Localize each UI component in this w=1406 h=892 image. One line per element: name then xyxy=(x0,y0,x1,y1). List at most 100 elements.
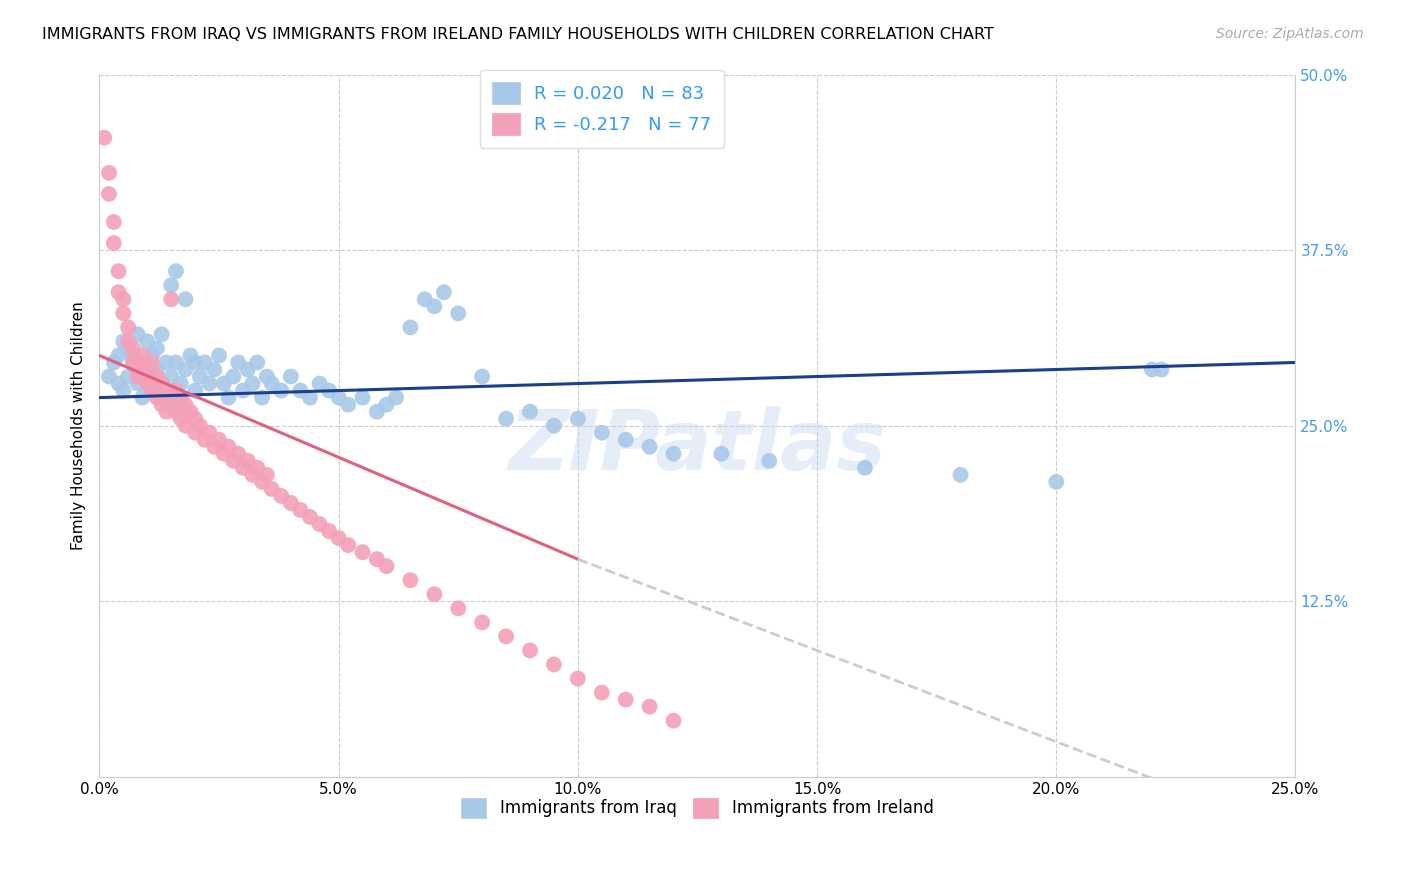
Point xyxy=(136,369,159,384)
Point xyxy=(710,447,733,461)
Point xyxy=(212,447,235,461)
Point xyxy=(399,573,422,587)
Point xyxy=(236,454,259,468)
Point xyxy=(385,391,408,405)
Point xyxy=(543,418,565,433)
Point xyxy=(188,369,211,384)
Point xyxy=(127,362,149,376)
Point xyxy=(194,433,217,447)
Point xyxy=(423,587,446,601)
Point xyxy=(433,285,456,300)
Point xyxy=(141,384,163,398)
Point xyxy=(103,236,125,251)
Point xyxy=(150,398,173,412)
Point xyxy=(122,342,145,356)
Point xyxy=(290,384,312,398)
Point xyxy=(122,355,145,369)
Point xyxy=(853,460,876,475)
Point xyxy=(471,369,494,384)
Point xyxy=(141,384,163,398)
Point xyxy=(179,404,201,418)
Point xyxy=(1140,362,1163,376)
Point xyxy=(131,348,153,362)
Point xyxy=(1150,362,1173,376)
Point xyxy=(155,355,177,369)
Point xyxy=(160,398,183,412)
Point xyxy=(131,355,153,369)
Point xyxy=(471,615,494,630)
Point xyxy=(127,376,149,391)
Text: IMMIGRANTS FROM IRAQ VS IMMIGRANTS FROM IRELAND FAMILY HOUSEHOLDS WITH CHILDREN : IMMIGRANTS FROM IRAQ VS IMMIGRANTS FROM … xyxy=(42,27,994,42)
Point xyxy=(170,376,193,391)
Point xyxy=(198,425,221,440)
Point xyxy=(662,447,685,461)
Point xyxy=(184,425,207,440)
Point xyxy=(232,460,254,475)
Point xyxy=(194,355,217,369)
Point xyxy=(165,384,187,398)
Point xyxy=(280,369,302,384)
Point xyxy=(165,355,187,369)
Point xyxy=(131,355,153,369)
Point xyxy=(127,327,149,342)
Point xyxy=(366,404,388,418)
Text: Source: ZipAtlas.com: Source: ZipAtlas.com xyxy=(1216,27,1364,41)
Point xyxy=(495,411,517,425)
Point xyxy=(226,355,249,369)
Point xyxy=(146,369,169,384)
Point xyxy=(165,404,187,418)
Point xyxy=(256,467,278,482)
Point xyxy=(246,460,269,475)
Y-axis label: Family Households with Children: Family Households with Children xyxy=(72,301,86,550)
Point xyxy=(174,398,197,412)
Point xyxy=(375,559,398,574)
Point xyxy=(202,440,225,454)
Point xyxy=(318,524,340,538)
Point xyxy=(260,482,283,496)
Point xyxy=(174,362,197,376)
Point xyxy=(136,334,159,349)
Point xyxy=(136,369,159,384)
Point xyxy=(131,391,153,405)
Point xyxy=(614,433,637,447)
Point xyxy=(208,433,231,447)
Point xyxy=(280,496,302,510)
Point xyxy=(98,369,121,384)
Point xyxy=(519,404,541,418)
Point xyxy=(155,391,177,405)
Point xyxy=(337,538,360,552)
Point xyxy=(352,391,374,405)
Point xyxy=(519,643,541,657)
Point xyxy=(246,355,269,369)
Point xyxy=(366,552,388,566)
Point xyxy=(174,418,197,433)
Point xyxy=(270,384,292,398)
Point xyxy=(250,475,273,489)
Point xyxy=(250,391,273,405)
Point xyxy=(270,489,292,503)
Point xyxy=(222,369,245,384)
Point xyxy=(93,130,115,145)
Point xyxy=(567,411,589,425)
Point xyxy=(222,454,245,468)
Point xyxy=(160,369,183,384)
Point xyxy=(423,299,446,313)
Point xyxy=(117,320,139,334)
Point xyxy=(218,391,240,405)
Point xyxy=(184,355,207,369)
Point xyxy=(447,601,470,615)
Legend: Immigrants from Iraq, Immigrants from Ireland: Immigrants from Iraq, Immigrants from Ir… xyxy=(454,791,941,825)
Point xyxy=(232,384,254,398)
Point xyxy=(174,293,197,307)
Point xyxy=(117,342,139,356)
Point xyxy=(122,348,145,362)
Point xyxy=(236,362,259,376)
Point xyxy=(298,510,321,524)
Point xyxy=(98,186,121,201)
Point xyxy=(184,411,207,425)
Point xyxy=(308,376,330,391)
Point xyxy=(949,467,972,482)
Point xyxy=(413,293,436,307)
Point xyxy=(112,384,135,398)
Point xyxy=(591,425,613,440)
